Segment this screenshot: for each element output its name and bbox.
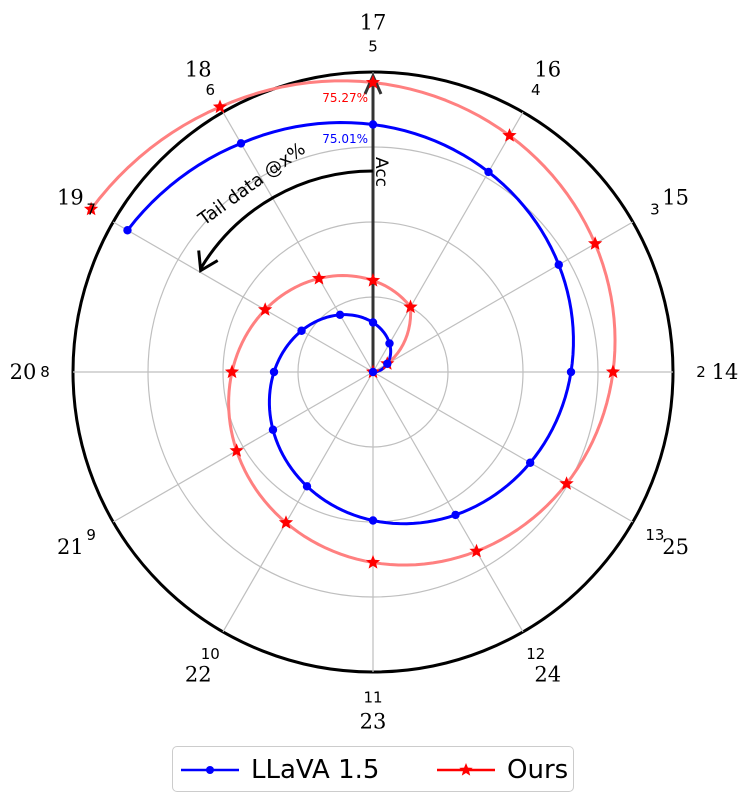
legend-label-ours: Ours — [507, 755, 569, 785]
llava-point — [484, 167, 493, 177]
angle-label-inner: 11 — [363, 689, 382, 707]
llava-point — [269, 367, 279, 377]
ours-point — [365, 273, 381, 287]
angle-label-inner: 3 — [650, 200, 660, 218]
ours-value-label: 75.27% — [322, 91, 368, 105]
spoke-line — [372, 371, 524, 633]
ours-point — [403, 299, 418, 314]
llava-point — [236, 139, 246, 148]
spoke-line — [372, 221, 634, 373]
spoke-line — [372, 111, 524, 373]
ours-point — [212, 99, 228, 114]
llava-point — [383, 359, 392, 368]
llava-point — [368, 367, 378, 377]
llava-point — [297, 326, 306, 335]
legend-label-llava: LLaVA 1.5 — [251, 755, 380, 785]
ours-point — [224, 364, 240, 379]
angle-label-inner: 9 — [86, 526, 96, 544]
ours-point — [559, 476, 574, 490]
ours-point — [588, 236, 603, 250]
angle-label-outer: 25 — [662, 535, 689, 559]
legend-swatch-llava — [181, 766, 239, 774]
llava-point — [451, 510, 460, 520]
llava-point — [368, 516, 378, 525]
llava-point — [385, 339, 394, 348]
ours-point — [278, 515, 294, 529]
ours-point — [502, 128, 517, 142]
ours-point — [311, 271, 327, 285]
legend: LLaVA 1.5 Ours — [172, 746, 574, 792]
angle-label-inner: 8 — [40, 363, 50, 381]
angle-label-outer: 19 — [57, 185, 84, 209]
llava-point — [123, 226, 132, 235]
spoke-line — [222, 371, 374, 633]
llava-point — [268, 425, 278, 434]
ours-point — [84, 201, 99, 216]
tail-data-arrow — [197, 169, 374, 273]
angle-label-outer: 14 — [712, 360, 739, 384]
angle-label-outer: 17 — [360, 11, 387, 35]
series-line-llava — [126, 121, 575, 526]
angle-label-outer: 23 — [360, 710, 387, 734]
spoke-line — [372, 371, 634, 523]
series-lines — [89, 79, 617, 567]
angle-label-outer: 16 — [534, 57, 561, 81]
angle-label-outer: 18 — [185, 57, 212, 81]
tail-data-label: Tail data @x% — [194, 139, 310, 231]
spoke-line — [222, 111, 374, 373]
grid-lines — [71, 70, 675, 674]
llava-point — [566, 367, 576, 377]
acc-label: Acc — [371, 157, 391, 187]
angle-label-inner: 4 — [531, 81, 541, 99]
llava-point — [368, 318, 378, 327]
angle-label-outer: 15 — [662, 185, 689, 209]
tail-arrow-arc — [199, 169, 374, 270]
ours-point — [365, 555, 381, 569]
ours-point — [469, 543, 484, 558]
angle-label-outer: 24 — [534, 663, 561, 687]
legend-item-ours: Ours — [435, 747, 568, 793]
ours-point — [229, 443, 244, 457]
tail-arrow-head — [197, 250, 219, 273]
ours-point — [365, 75, 381, 89]
angle-label-outer: 22 — [185, 663, 212, 687]
llava-point — [525, 458, 535, 467]
angle-label-outer: 21 — [57, 535, 84, 559]
llava-value-label: 75.01% — [322, 132, 368, 146]
angle-label-inner: 7 — [86, 200, 96, 218]
llava-point — [335, 310, 345, 320]
angle-label-inner: 13 — [645, 526, 664, 544]
series-line-ours — [89, 79, 617, 567]
ours-point — [605, 364, 621, 379]
legend-item-llava: LLaVA 1.5 — [179, 747, 379, 793]
spoke-line — [112, 371, 374, 523]
series-markers — [84, 75, 621, 569]
ours-point — [258, 302, 273, 316]
angle-label-outer: 20 — [10, 360, 37, 384]
angle-label-inner: 12 — [526, 645, 545, 663]
angle-label-inner: 5 — [368, 38, 378, 56]
llava-point — [368, 120, 378, 129]
spoke-line — [112, 221, 374, 373]
angle-label-inner: 6 — [205, 81, 215, 99]
legend-swatch-ours — [437, 763, 495, 776]
angle-label-inner: 10 — [201, 645, 220, 663]
llava-point — [302, 482, 312, 491]
angle-label-inner: 2 — [696, 363, 706, 381]
llava-point — [554, 260, 563, 269]
